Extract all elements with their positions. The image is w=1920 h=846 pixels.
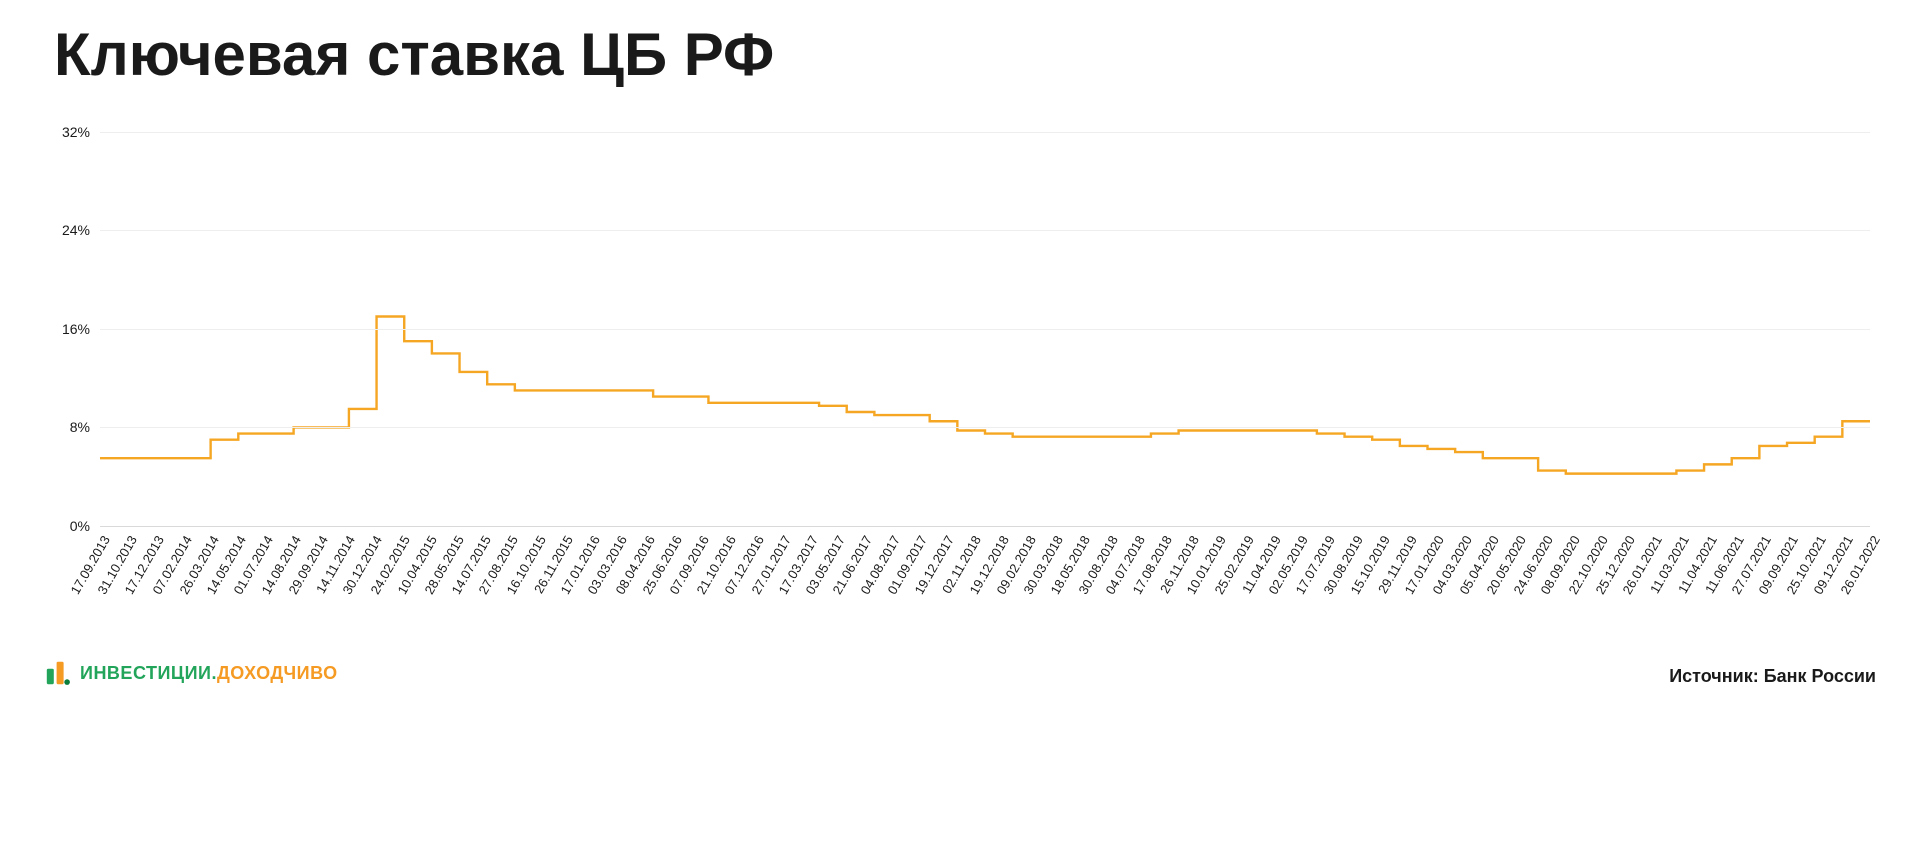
footer: ИНВЕСТИЦИИ.ДОХОДЧИВО Источник: Банк Росс… xyxy=(40,659,1880,687)
rate-line xyxy=(100,317,1870,474)
brand-logo-icon xyxy=(44,659,72,687)
chart-container: 0%8%16%24%32% 17.09.201331.10.201317.12.… xyxy=(40,107,1880,653)
chart-series-svg xyxy=(100,107,1870,526)
chart-title: Ключевая ставка ЦБ РФ xyxy=(40,20,1880,89)
y-tick-label: 24% xyxy=(62,222,100,238)
brand-text-part2: ДОХОДЧИВО xyxy=(217,663,338,683)
x-axis-labels: 17.09.201331.10.201317.12.201307.02.2014… xyxy=(100,533,1870,653)
gridline xyxy=(100,427,1870,428)
gridline xyxy=(100,329,1870,330)
chart-plot: 0%8%16%24%32% xyxy=(100,107,1870,527)
y-tick-label: 32% xyxy=(62,124,100,140)
gridline xyxy=(100,230,1870,231)
y-tick-label: 0% xyxy=(70,518,100,534)
brand-text-part1: ИНВЕСТИЦИИ. xyxy=(80,663,217,683)
gridline xyxy=(100,132,1870,133)
brand: ИНВЕСТИЦИИ.ДОХОДЧИВО xyxy=(44,659,338,687)
chart-area: 0%8%16%24%32% 17.09.201331.10.201317.12.… xyxy=(100,107,1870,653)
brand-text: ИНВЕСТИЦИИ.ДОХОДЧИВО xyxy=(80,663,338,684)
y-tick-label: 16% xyxy=(62,321,100,337)
source-label: Источник: Банк России xyxy=(1669,666,1876,687)
y-tick-label: 8% xyxy=(70,419,100,435)
